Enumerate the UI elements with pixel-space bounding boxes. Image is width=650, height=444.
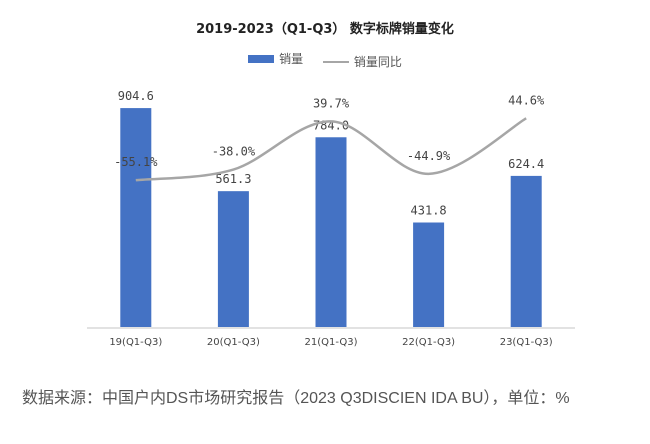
legend-label-bar: 销量 xyxy=(279,52,304,66)
bar-value-label: 904.6 xyxy=(118,89,154,103)
chart-title: 2019-2023（Q1-Q3） 数字标牌销量变化 xyxy=(196,22,454,37)
yoy-line xyxy=(135,117,527,182)
line-value-label: 44.6% xyxy=(508,93,545,107)
line-value-label: -38.0% xyxy=(212,145,256,159)
bar xyxy=(315,137,347,327)
source-note: 数据来源：中国户内DS市场研究报告（2023 Q3DISCIEN IDA BU）… xyxy=(22,390,570,407)
x-tick-label: 19(Q1-Q3) xyxy=(109,337,162,348)
bar xyxy=(510,175,542,327)
legend-swatch-line xyxy=(322,60,349,63)
chart-plot: 904.619(Q1-Q3)561.320(Q1-Q3)784.021(Q1-Q… xyxy=(87,89,575,348)
line-value-label: 39.7% xyxy=(313,96,350,110)
x-tick-label: 22(Q1-Q3) xyxy=(402,337,455,348)
bar-value-label: 431.8 xyxy=(411,204,447,218)
bar xyxy=(413,222,445,327)
legend-swatch-bar xyxy=(248,54,275,63)
bar xyxy=(120,108,152,328)
bar-value-label: 624.4 xyxy=(508,157,544,171)
legend-label-line: 销量同比 xyxy=(353,55,402,69)
x-tick-label: 20(Q1-Q3) xyxy=(207,337,260,348)
legend: 销量 销量同比 xyxy=(0,50,650,70)
line-value-label: -44.9% xyxy=(407,149,451,163)
x-tick-label: 23(Q1-Q3) xyxy=(500,337,553,348)
legend-item-bar: 销量 xyxy=(248,50,303,67)
bar xyxy=(217,191,249,327)
bar-value-label: 561.3 xyxy=(215,172,251,186)
x-tick-label: 21(Q1-Q3) xyxy=(305,337,358,348)
legend-item-line: 销量同比 xyxy=(322,53,402,70)
line-value-label: -55.1% xyxy=(114,155,158,169)
